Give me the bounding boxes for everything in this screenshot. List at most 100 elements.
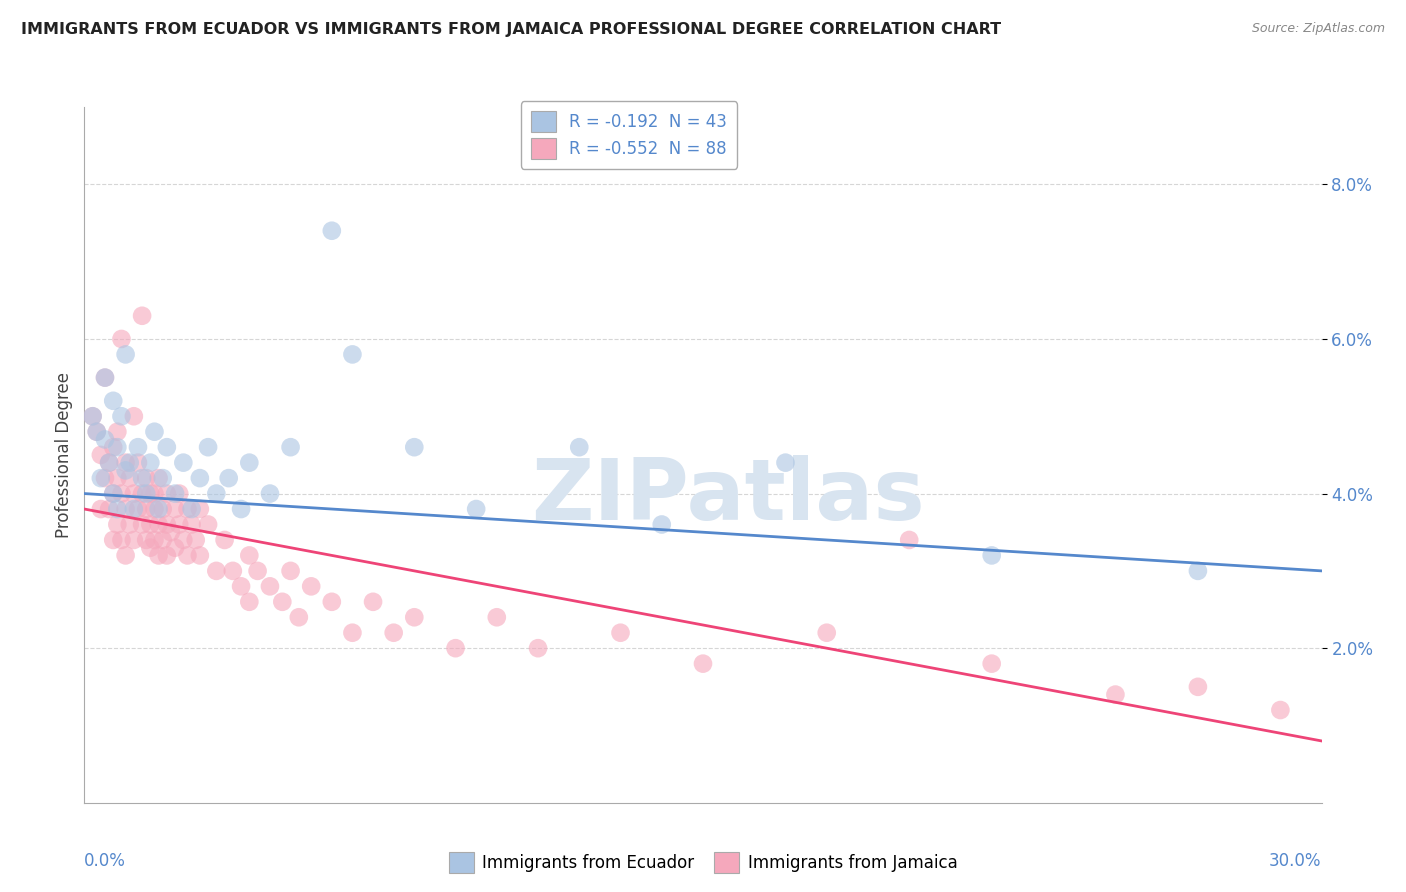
Point xyxy=(152,533,174,547)
Point xyxy=(165,486,187,500)
Point xyxy=(114,347,136,361)
Point xyxy=(280,440,302,454)
Point xyxy=(205,564,228,578)
Point xyxy=(139,456,162,470)
Point xyxy=(110,533,132,547)
Point xyxy=(156,549,179,563)
Point xyxy=(288,610,311,624)
Point xyxy=(94,433,117,447)
Point xyxy=(135,533,157,547)
Point xyxy=(110,486,132,500)
Point xyxy=(1104,688,1126,702)
Point xyxy=(271,595,294,609)
Point xyxy=(465,502,488,516)
Point xyxy=(229,579,252,593)
Point xyxy=(98,456,121,470)
Point xyxy=(172,456,194,470)
Point xyxy=(103,440,125,454)
Point xyxy=(105,471,128,485)
Point xyxy=(131,309,153,323)
Point xyxy=(342,625,364,640)
Point xyxy=(898,533,921,547)
Point xyxy=(651,517,673,532)
Point xyxy=(167,517,190,532)
Point xyxy=(139,541,162,555)
Point xyxy=(321,224,343,238)
Point xyxy=(90,471,112,485)
Point xyxy=(280,564,302,578)
Point xyxy=(218,471,240,485)
Point xyxy=(105,425,128,439)
Text: Source: ZipAtlas.com: Source: ZipAtlas.com xyxy=(1251,22,1385,36)
Point xyxy=(114,463,136,477)
Text: 0.0%: 0.0% xyxy=(84,852,127,870)
Point xyxy=(156,486,179,500)
Point xyxy=(127,456,149,470)
Point xyxy=(156,440,179,454)
Point xyxy=(1187,564,1209,578)
Point xyxy=(118,456,141,470)
Point xyxy=(299,579,322,593)
Point xyxy=(143,533,166,547)
Point xyxy=(156,517,179,532)
Point xyxy=(105,440,128,454)
Point xyxy=(692,657,714,671)
Point xyxy=(98,456,121,470)
Legend: Immigrants from Ecuador, Immigrants from Jamaica: Immigrants from Ecuador, Immigrants from… xyxy=(441,846,965,880)
Point xyxy=(980,657,1002,671)
Point xyxy=(775,456,797,470)
Point xyxy=(127,502,149,516)
Point xyxy=(127,440,149,454)
Point xyxy=(82,409,104,424)
Point xyxy=(143,425,166,439)
Point xyxy=(114,456,136,470)
Point xyxy=(172,533,194,547)
Point xyxy=(103,393,125,408)
Point xyxy=(131,471,153,485)
Point xyxy=(105,502,128,516)
Point xyxy=(148,471,170,485)
Point xyxy=(90,502,112,516)
Point xyxy=(143,502,166,516)
Point xyxy=(94,370,117,384)
Point xyxy=(94,471,117,485)
Point xyxy=(103,486,125,500)
Point xyxy=(404,610,426,624)
Point xyxy=(139,486,162,500)
Point xyxy=(94,370,117,384)
Point xyxy=(148,502,170,516)
Text: IMMIGRANTS FROM ECUADOR VS IMMIGRANTS FROM JAMAICA PROFESSIONAL DEGREE CORRELATI: IMMIGRANTS FROM ECUADOR VS IMMIGRANTS FR… xyxy=(21,22,1001,37)
Point xyxy=(131,517,153,532)
Legend: R = -0.192  N = 43, R = -0.552  N = 88: R = -0.192 N = 43, R = -0.552 N = 88 xyxy=(520,102,737,169)
Point xyxy=(568,440,591,454)
Point xyxy=(148,549,170,563)
Point xyxy=(342,347,364,361)
Point xyxy=(361,595,384,609)
Point xyxy=(114,549,136,563)
Point xyxy=(176,549,198,563)
Point xyxy=(1187,680,1209,694)
Point xyxy=(246,564,269,578)
Point xyxy=(148,517,170,532)
Point xyxy=(152,502,174,516)
Point xyxy=(180,502,202,516)
Point xyxy=(118,517,141,532)
Point xyxy=(188,471,211,485)
Point xyxy=(188,549,211,563)
Point xyxy=(165,502,187,516)
Point xyxy=(980,549,1002,563)
Text: ZIPatlas: ZIPatlas xyxy=(531,455,925,538)
Point xyxy=(815,625,838,640)
Point xyxy=(122,502,145,516)
Point xyxy=(122,533,145,547)
Text: 30.0%: 30.0% xyxy=(1270,852,1322,870)
Point xyxy=(180,517,202,532)
Point xyxy=(259,486,281,500)
Point xyxy=(131,486,153,500)
Point xyxy=(139,517,162,532)
Point xyxy=(165,541,187,555)
Point xyxy=(135,486,157,500)
Y-axis label: Professional Degree: Professional Degree xyxy=(55,372,73,538)
Point xyxy=(103,533,125,547)
Point xyxy=(122,486,145,500)
